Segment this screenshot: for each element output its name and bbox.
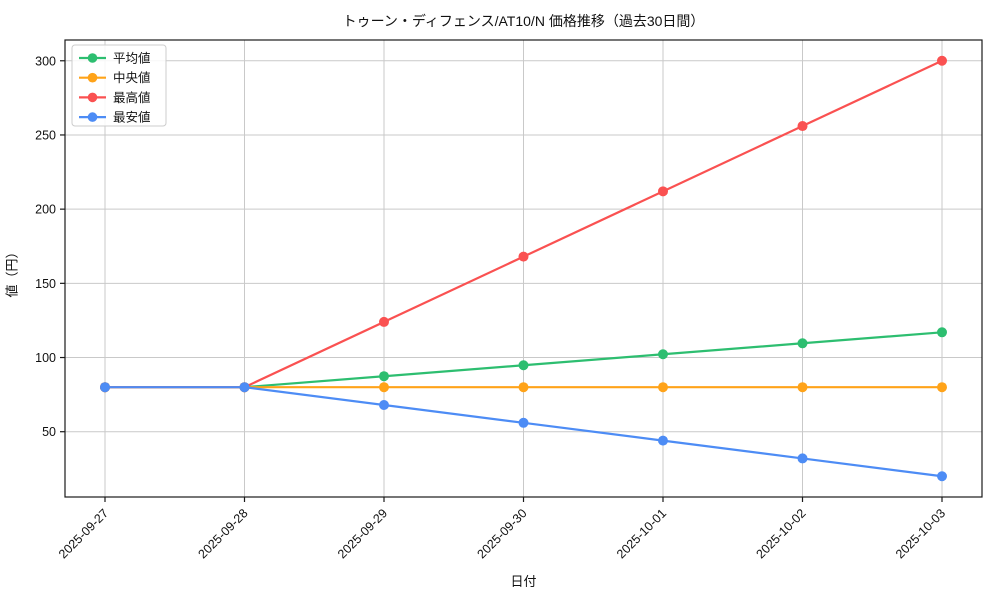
data-point (518, 360, 529, 371)
data-point (658, 382, 668, 393)
data-point (518, 382, 529, 393)
data-point (658, 435, 668, 446)
x-tick-label: 2025-09-28 (196, 506, 251, 561)
data-point (797, 121, 808, 132)
data-point (937, 382, 947, 393)
legend-label: 最高値 (113, 90, 151, 105)
y-tick-label: 200 (35, 203, 56, 217)
legend-label: 最安値 (113, 110, 151, 125)
legend-marker (87, 53, 98, 63)
legend-box (71, 44, 167, 127)
x-tick-label: 2025-10-01 (614, 506, 669, 561)
data-point (379, 371, 389, 382)
data-point (379, 382, 389, 393)
legend-marker (87, 92, 98, 103)
y-tick-label: 100 (35, 351, 56, 365)
legend-label: 平均値 (113, 51, 151, 66)
y-tick-label: 250 (35, 128, 56, 142)
data-point (658, 186, 668, 197)
data-point (937, 471, 947, 482)
data-point (797, 338, 808, 349)
data-point (518, 417, 529, 428)
data-point (797, 453, 808, 464)
x-tick-label: 2025-09-29 (335, 506, 390, 561)
data-point (100, 382, 110, 393)
x-tick-label: 2025-10-02 (754, 506, 809, 561)
y-tick-label: 300 (35, 54, 56, 68)
data-point (658, 349, 668, 360)
y-axis-label: 値（円） (4, 245, 20, 298)
data-point (797, 382, 808, 393)
data-point (937, 327, 947, 338)
data-point (379, 316, 389, 327)
y-tick-label: 50 (42, 425, 56, 439)
x-tick-label: 2025-10-03 (893, 506, 948, 561)
x-tick-label: 2025-09-27 (56, 506, 111, 561)
legend-label: 中央値 (113, 70, 151, 85)
legend-marker (87, 112, 98, 122)
y-tick-label: 150 (35, 277, 56, 291)
data-point (937, 55, 947, 66)
legend-marker (87, 72, 98, 83)
x-axis-label: 日付 (510, 574, 537, 589)
data-point (379, 400, 389, 411)
x-tick-label: 2025-09-30 (475, 506, 530, 561)
data-point (518, 251, 529, 262)
chart-title: トゥーン・ディフェンス/AT10/N 価格推移（過去30日間） (342, 13, 705, 29)
data-point (239, 382, 250, 393)
